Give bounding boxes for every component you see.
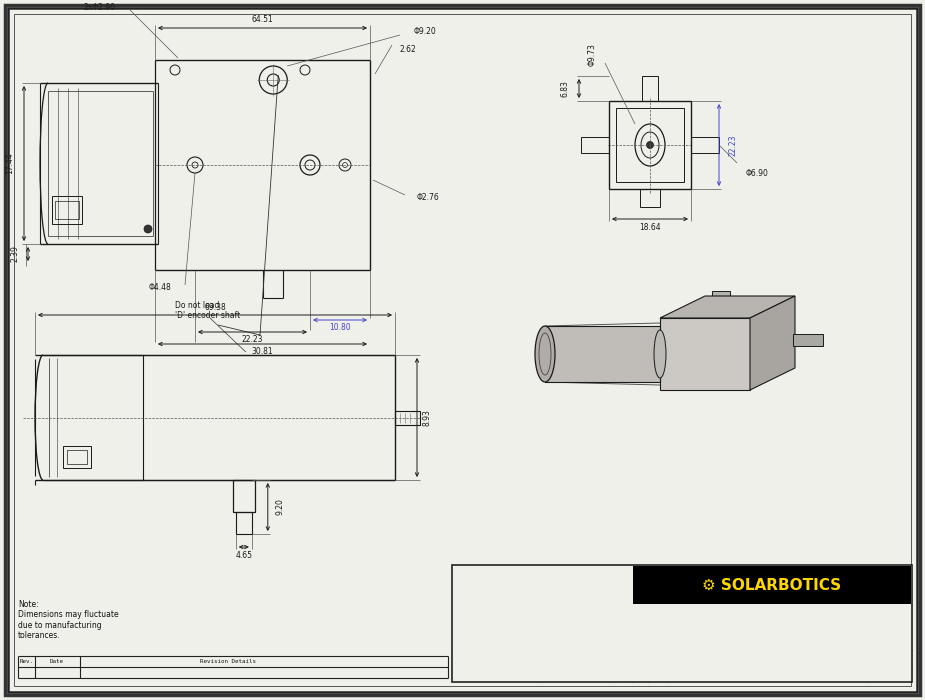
Text: 69.38: 69.38	[204, 302, 226, 312]
Bar	[55, 201, 79, 219]
Text: DIMENSIONS ARE in mm: DIMENSIONS ARE in mm	[456, 581, 536, 587]
Text: Ph: (403) 232-6268: Ph: (403) 232-6268	[735, 650, 808, 659]
Text: Φ4.48: Φ4.48	[149, 284, 171, 293]
Circle shape	[693, 342, 717, 366]
Text: FRACTIONAL: ± 1mm: FRACTIONAL: ± 1mm	[456, 598, 518, 603]
Text: MATERIAL:: MATERIAL:	[456, 633, 489, 638]
Text: Solarbotics Ltd.: Solarbotics Ltd.	[736, 608, 808, 617]
Bar	[642, 76, 658, 101]
Text: Φ9.73: Φ9.73	[587, 43, 597, 66]
Text: 4.65: 4.65	[235, 550, 253, 559]
Text: CHECKED: CHECKED	[545, 583, 570, 588]
Bar	[581, 137, 609, 153]
Circle shape	[144, 225, 152, 233]
Text: SCALE: 1:1: SCALE: 1:1	[636, 657, 669, 661]
Ellipse shape	[535, 326, 555, 382]
Text: Do not load: Do not load	[175, 300, 219, 309]
Text: 30.81: 30.81	[252, 346, 273, 356]
Bar	[633, 566, 911, 604]
Text: Rev.: Rev.	[19, 659, 33, 664]
Text: 9.20: 9.20	[276, 498, 284, 515]
Text: 22.23: 22.23	[729, 134, 737, 156]
Bar	[712, 291, 730, 309]
Text: DWG. NO.: DWG. NO.	[672, 654, 698, 659]
Bar	[236, 512, 252, 534]
Bar	[640, 189, 660, 207]
Text: ANGULAR: MACH±  BEND ±: ANGULAR: MACH± BEND ±	[456, 606, 536, 611]
Text: PROPRIETARY AND CONFIDENTIAL: PROPRIETARY AND CONFIDENTIAL	[499, 628, 586, 633]
Text: DATE: DATE	[652, 568, 665, 573]
Polygon shape	[750, 296, 795, 390]
Text: NAME: NAME	[614, 568, 627, 573]
Text: Note:
Dimensions may fluctuate
due to manufacturing
tolerances.: Note: Dimensions may fluctuate due to ma…	[18, 600, 118, 640]
Bar	[660, 318, 750, 390]
Text: THREE PLACE DEC MAL  ±0.12: THREE PLACE DEC MAL ±0.12	[456, 622, 550, 627]
Text: DRAWN: DRAWN	[545, 572, 562, 577]
Text: 17.44: 17.44	[6, 153, 15, 174]
Text: Φ6.90: Φ6.90	[746, 169, 769, 178]
Text: DDG: DDG	[613, 570, 627, 579]
Text: SHEET 1 OF 1: SHEET 1 OF 1	[872, 657, 909, 661]
Text: ENG APPR.: ENG APPR.	[545, 594, 576, 599]
Bar	[616, 108, 684, 182]
Bar	[545, 326, 660, 382]
Bar	[793, 334, 823, 346]
Text: WEIGHT:: WEIGHT:	[672, 657, 695, 661]
Text: 2xΦ2.90: 2xΦ2.90	[84, 4, 116, 13]
Circle shape	[671, 371, 679, 379]
Text: PRINTED: PRINTED	[545, 616, 570, 621]
Text: A: A	[641, 666, 650, 679]
Bar	[573, 359, 589, 371]
Text: 22.23: 22.23	[241, 335, 264, 344]
Bar	[452, 565, 912, 682]
Bar	[67, 450, 87, 464]
Bar	[395, 410, 420, 424]
Text: 8.93: 8.93	[423, 409, 431, 426]
Bar	[609, 101, 691, 189]
Text: Fax: (403) 226-3741: Fax: (403) 226-3741	[734, 661, 810, 669]
Circle shape	[699, 348, 711, 360]
Text: 18.64: 18.64	[639, 223, 660, 232]
Text: Feb2306: Feb2306	[651, 572, 677, 577]
Circle shape	[647, 141, 653, 148]
Bar	[233, 480, 254, 512]
Text: TOLERANCES:: TOLERANCES:	[456, 590, 496, 595]
Text: SIZE: SIZE	[637, 654, 650, 659]
Text: TWO PLACE DECIMAL   ±0.5: TWO PLACE DECIMAL ±0.5	[456, 614, 543, 619]
Text: Φ2.76: Φ2.76	[416, 193, 439, 202]
Text: Φ9.20: Φ9.20	[413, 27, 437, 36]
Text: 6/11/2008: 6/11/2008	[613, 616, 647, 621]
Text: T2E-2K5: T2E-2K5	[754, 640, 791, 648]
Text: THE INFORMATION CONTAINED IN THIS
DRAWING IS THE SOLE PROPERTY OF
SOLARBOTICS. A: THE INFORMATION CONTAINED IN THIS DRAWIN…	[490, 636, 594, 670]
Text: MFG APPR.: MFG APPR.	[545, 605, 576, 610]
Bar	[52, 196, 82, 224]
Text: 2.39: 2.39	[10, 246, 19, 262]
Bar	[691, 137, 719, 153]
Ellipse shape	[654, 330, 666, 378]
Text: REV.: REV.	[872, 654, 885, 659]
Text: Revision Details: Revision Details	[200, 659, 256, 664]
Text: 2.62: 2.62	[400, 46, 416, 55]
Text: ⚙ SOLARBOTICS: ⚙ SOLARBOTICS	[702, 578, 842, 592]
Text: DO NOT SCALE DRAWING: DO NOT SCALE DRAWING	[457, 669, 532, 675]
Bar	[570, 356, 592, 374]
Text: 64.51: 64.51	[252, 15, 274, 24]
Text: Calgary, Alberta, Canada: Calgary, Alberta, Canada	[723, 629, 820, 638]
Bar	[63, 446, 91, 468]
Polygon shape	[660, 296, 795, 318]
Text: Date: Date	[50, 659, 64, 664]
Text: 201 35th Ave N.E.: 201 35th Ave N.E.	[738, 619, 807, 627]
Text: 6.83: 6.83	[561, 80, 570, 97]
Text: 'D' encoder shaft: 'D' encoder shaft	[175, 311, 240, 319]
Circle shape	[731, 331, 739, 339]
Text: GM3_Metric: GM3_Metric	[733, 665, 801, 676]
Text: 10.80: 10.80	[329, 323, 351, 332]
